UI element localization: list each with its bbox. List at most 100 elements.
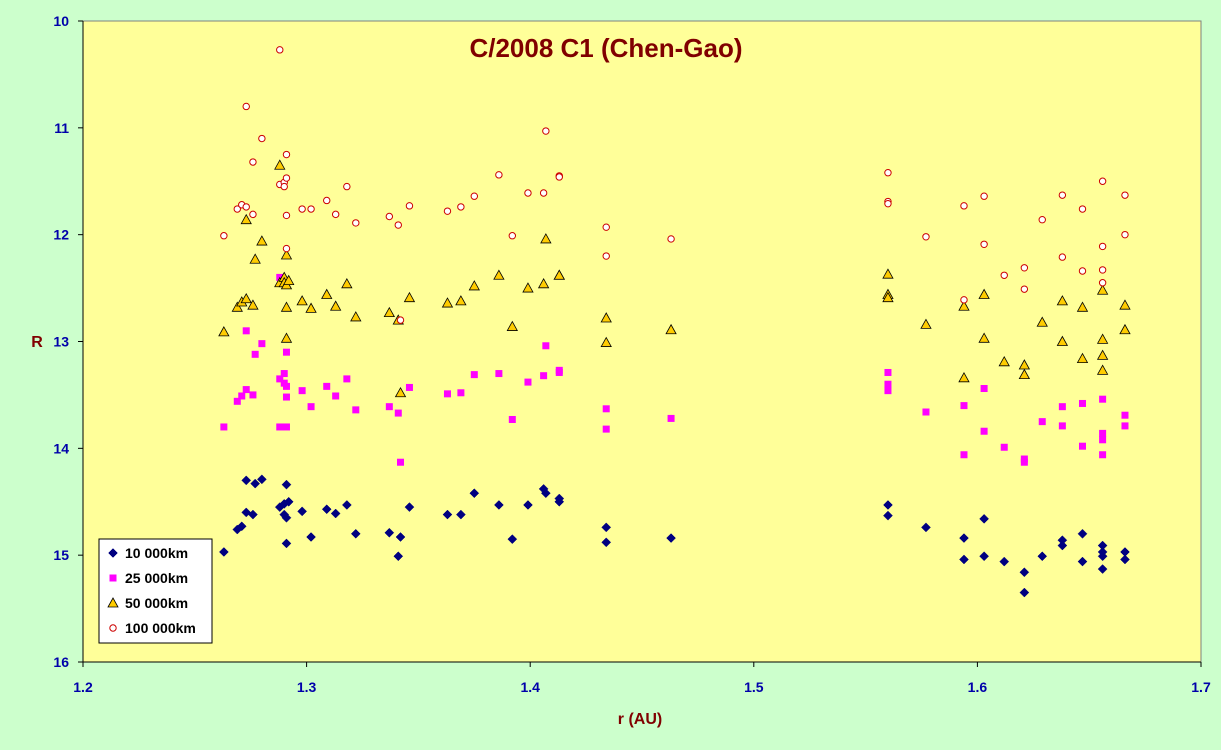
- data-point: [1000, 443, 1008, 451]
- data-point: [283, 496, 294, 507]
- data-point: [882, 268, 894, 279]
- data-point: [305, 302, 317, 313]
- data-point: [600, 336, 612, 347]
- data-point: [385, 212, 394, 221]
- data-point: [1098, 242, 1107, 251]
- data-point: [240, 292, 252, 304]
- data-point: [274, 159, 286, 170]
- data-point: [297, 506, 307, 517]
- data-point: [539, 189, 548, 197]
- data-point: [258, 340, 266, 348]
- series-0: [219, 474, 1130, 598]
- data-point: [321, 504, 332, 515]
- data-point: [979, 513, 989, 524]
- data-point: [242, 203, 250, 211]
- data-point: [884, 387, 892, 395]
- data-point: [441, 297, 454, 308]
- data-point: [1097, 551, 1108, 562]
- data-point: [404, 502, 415, 512]
- data-point: [280, 249, 293, 260]
- data-point: [1056, 335, 1069, 346]
- data-point: [231, 301, 243, 312]
- data-point: [540, 372, 548, 380]
- plot-background: [82, 20, 1202, 663]
- data-point: [249, 158, 257, 166]
- data-point: [542, 342, 550, 350]
- data-point: [219, 547, 229, 557]
- data-point: [1096, 284, 1109, 295]
- data-point: [456, 509, 466, 520]
- data-point: [1099, 395, 1107, 403]
- series-3: [220, 46, 1129, 324]
- data-point: [602, 252, 610, 260]
- data-point: [602, 223, 610, 231]
- data-point: [282, 423, 290, 431]
- data-point: [281, 538, 292, 549]
- y-axis-title: R: [31, 334, 43, 351]
- data-point: [332, 392, 340, 400]
- data-point: [920, 318, 932, 329]
- data-point: [403, 291, 416, 303]
- data-point: [282, 348, 290, 356]
- data-point: [282, 382, 290, 390]
- data-point: [1037, 551, 1048, 562]
- data-point: [383, 306, 396, 318]
- data-point: [220, 423, 228, 431]
- data-point: [600, 312, 612, 323]
- data-point: [980, 192, 988, 200]
- data-points: [218, 46, 1131, 598]
- data-point: [667, 235, 675, 243]
- data-point: [247, 299, 259, 310]
- data-point: [508, 232, 517, 240]
- data-point: [352, 406, 360, 414]
- data-point: [960, 202, 968, 210]
- data-point: [1020, 264, 1029, 272]
- data-point: [1019, 567, 1030, 578]
- data-point: [341, 277, 353, 289]
- data-point: [240, 213, 252, 225]
- data-point: [524, 189, 532, 197]
- data-point: [1099, 451, 1107, 459]
- data-point: [1121, 411, 1129, 419]
- data-point: [242, 102, 250, 111]
- data-point: [542, 127, 550, 135]
- data-point: [257, 474, 267, 485]
- x-tick-label: 1.4: [520, 679, 540, 695]
- data-point: [233, 205, 241, 213]
- data-point: [443, 390, 451, 398]
- data-point: [884, 169, 892, 177]
- data-point: [537, 277, 550, 289]
- data-point: [882, 291, 894, 303]
- data-point: [470, 371, 478, 379]
- data-point: [276, 375, 284, 383]
- data-point: [1099, 436, 1107, 444]
- axes: 10 11 12 13 14 15 161.2 1.3 1.4 1.5 1.6 1.7: [53, 13, 1211, 695]
- data-point: [282, 150, 291, 159]
- data-point: [341, 500, 352, 510]
- series-1: [220, 273, 1129, 466]
- data-point: [553, 269, 565, 280]
- data-point: [493, 269, 505, 280]
- data-point: [1019, 587, 1030, 598]
- data-point: [280, 301, 293, 312]
- data-point: [1020, 285, 1029, 293]
- data-point: [296, 295, 308, 306]
- y-tick-label: 10: [53, 13, 69, 29]
- data-point: [1121, 422, 1129, 430]
- data-point: [329, 300, 342, 311]
- data-point: [256, 235, 268, 246]
- data-point: [959, 554, 969, 565]
- data-point: [397, 458, 405, 466]
- y-tick-label: 11: [54, 120, 69, 136]
- data-point: [522, 282, 534, 293]
- data-point: [958, 300, 970, 311]
- legend-marker: [107, 597, 119, 608]
- data-point: [394, 409, 402, 417]
- data-point: [352, 219, 360, 227]
- data-point: [555, 366, 563, 374]
- data-point: [282, 393, 290, 401]
- x-tick-label: 1.2: [73, 679, 93, 695]
- data-point: [1058, 253, 1067, 261]
- data-point: [323, 382, 331, 390]
- data-point: [980, 385, 988, 393]
